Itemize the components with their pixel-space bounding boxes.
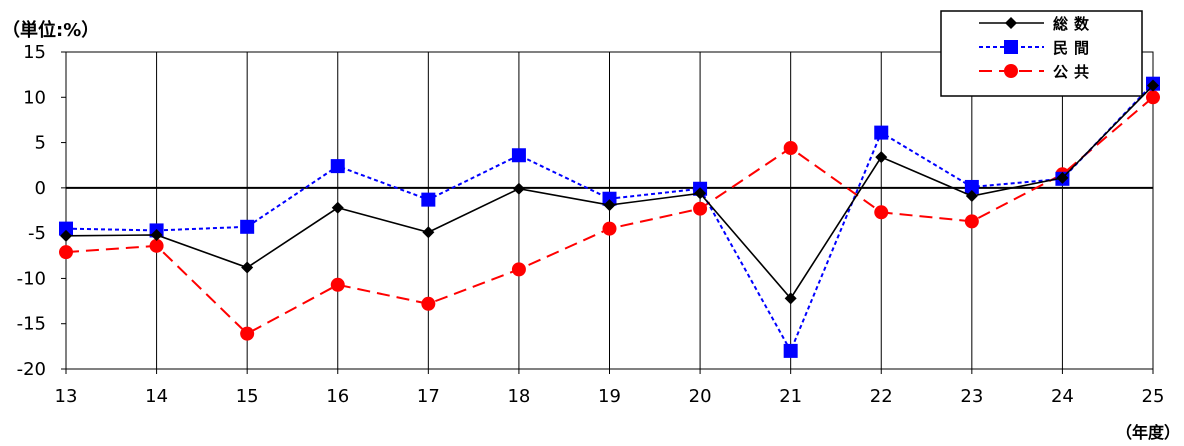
y-tick-label: 5: [35, 133, 46, 154]
data-point-circle: [511, 262, 526, 277]
y-tick-label: -10: [17, 268, 46, 289]
y-tick-label: -15: [17, 314, 46, 335]
series-group: [59, 76, 1160, 358]
data-point-circle: [330, 277, 345, 292]
x-tick-label: 15: [236, 386, 259, 407]
data-point-square: [240, 219, 255, 234]
grid-lines: [156, 52, 1063, 369]
data-point-diamond: [150, 228, 163, 241]
data-point-square: [1004, 40, 1018, 54]
tick-labels: 15 10 5 0 -5 -10 -15 -20 13 14 15 16 17 18 19 20 21 22 23 2…: [17, 42, 1165, 407]
x-axis-unit-label: （年度）: [1116, 423, 1181, 442]
data-point-circle: [783, 141, 798, 156]
x-tick-label: 20: [689, 386, 712, 407]
x-tick-label: 18: [507, 386, 530, 407]
y-tick-label: 15: [23, 42, 46, 63]
data-point-diamond: [1005, 17, 1017, 29]
data-point-diamond: [60, 229, 72, 242]
x-tick-label: 17: [417, 386, 440, 407]
legend-label: 公共: [1053, 63, 1095, 81]
y-tick-label: -5: [28, 223, 46, 244]
data-point-circle: [240, 326, 255, 341]
data-point-square: [602, 191, 617, 206]
x-tick-label: 24: [1051, 386, 1074, 407]
data-point-circle: [602, 221, 617, 236]
data-point-diamond: [694, 187, 707, 200]
data-point-diamond: [241, 261, 254, 274]
data-point-circle: [874, 205, 889, 220]
x-tick-label: 16: [326, 386, 349, 407]
x-tick-label: 25: [1142, 386, 1165, 407]
data-point-diamond: [603, 199, 616, 212]
data-point-circle: [149, 238, 164, 253]
x-tick-label: 21: [779, 386, 802, 407]
x-tick-label: 19: [598, 386, 621, 407]
x-tick-label: 22: [870, 386, 893, 407]
data-point-circle: [964, 214, 979, 229]
data-point-square: [874, 125, 889, 140]
x-tick-label: 23: [960, 386, 983, 407]
data-point-diamond: [875, 151, 888, 164]
data-point-diamond: [784, 292, 797, 305]
data-point-diamond: [965, 190, 978, 203]
data-point-circle: [59, 245, 73, 260]
data-point-diamond: [422, 226, 435, 239]
y-tick-label: -20: [17, 359, 46, 380]
series-public: [59, 90, 1160, 341]
legend-label: 総数: [1053, 15, 1095, 33]
data-point-square: [59, 221, 73, 236]
data-point-circle: [693, 201, 708, 216]
data-point-circle: [1146, 90, 1160, 105]
x-tick-label: 14: [145, 386, 168, 407]
data-point-square: [783, 343, 798, 358]
y-tick-label: 10: [23, 87, 46, 108]
data-point-circle: [1004, 64, 1018, 78]
legend-box: [940, 10, 1143, 97]
series-total: [60, 79, 1159, 305]
legend-label: 民間: [1053, 39, 1095, 57]
data-point-square: [330, 159, 345, 174]
data-point-square: [511, 148, 526, 163]
data-point-square: [421, 192, 436, 207]
data-point-diamond: [512, 182, 525, 195]
data-point-diamond: [1147, 79, 1159, 92]
x-tick-label: 13: [55, 386, 78, 407]
data-point-diamond: [331, 201, 344, 214]
data-point-circle: [421, 296, 436, 311]
data-point-diamond: [1056, 171, 1069, 184]
y-tick-label: 0: [35, 178, 46, 199]
data-point-square: [964, 179, 979, 194]
unit-label: （単位:%）: [2, 20, 100, 41]
